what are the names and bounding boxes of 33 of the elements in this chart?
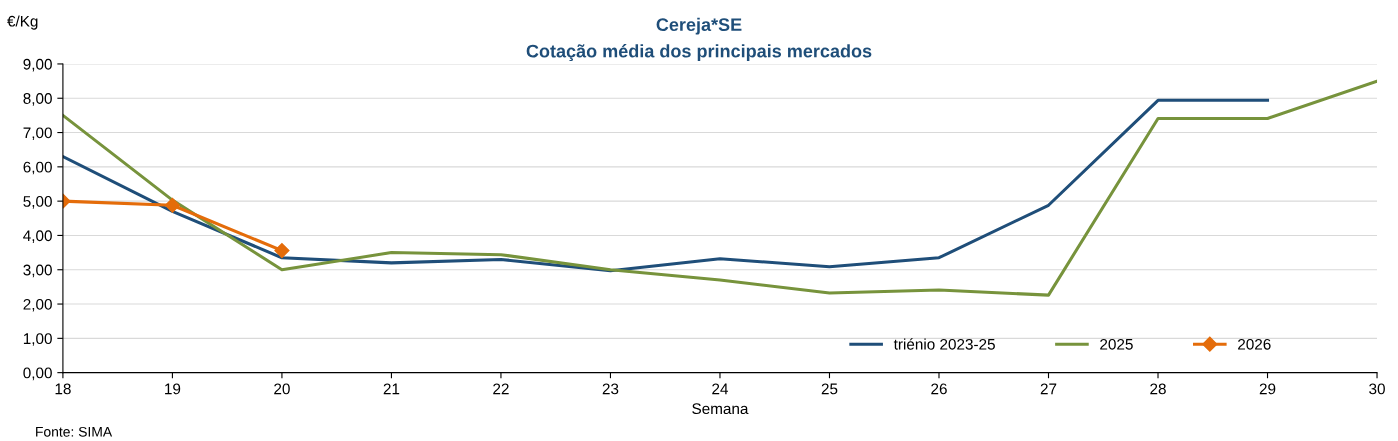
y-tick-label: 6,00 [23, 161, 52, 175]
y-tick-label: 2,00 [23, 298, 52, 312]
y-tick-label: 5,00 [23, 196, 52, 209]
y-tick-label: 1,00 [23, 333, 52, 346]
x-tick-label: 30 [1369, 383, 1385, 395]
legend-label: triénio 2023-25 [893, 338, 995, 350]
x-tick-label: 19 [165, 383, 181, 395]
chart-subtitle: Cotação média dos principais mercados [526, 44, 872, 62]
x-tick-label: 24 [712, 383, 729, 395]
legend-label: 2026 [1238, 338, 1271, 350]
x-tick-label: 22 [493, 383, 509, 395]
x-tick-label: 28 [1150, 383, 1166, 395]
x-tick-label: 25 [821, 383, 838, 395]
x-tick-label: 26 [931, 383, 947, 395]
y-tick-label: 4,00 [23, 230, 52, 243]
y-tick-label: 9,00 [23, 58, 52, 72]
x-tick-label: 21 [383, 383, 400, 395]
x-tick-label: 23 [602, 383, 619, 395]
x-axis-title: Semana [692, 403, 749, 415]
y-tick-label: 7,00 [23, 127, 52, 141]
x-tick-label: 29 [1259, 383, 1276, 395]
y-axis-title: €/Kg [7, 15, 38, 30]
line-series [62, 79, 1378, 297]
y-tick-label: 8,00 [23, 93, 52, 106]
x-tick-label: 18 [55, 383, 71, 395]
y-tick-label: 3,00 [23, 264, 52, 278]
legend-label: 2025 [1100, 338, 1133, 350]
y-tick-label: 0,00 [23, 367, 52, 381]
source-note: Fonte: SIMA [36, 426, 113, 437]
line-series [62, 98, 1270, 273]
chart-title: Cereja*SE [656, 17, 742, 35]
x-tick-label: 20 [274, 383, 290, 395]
x-tick-label: 27 [1040, 383, 1057, 395]
